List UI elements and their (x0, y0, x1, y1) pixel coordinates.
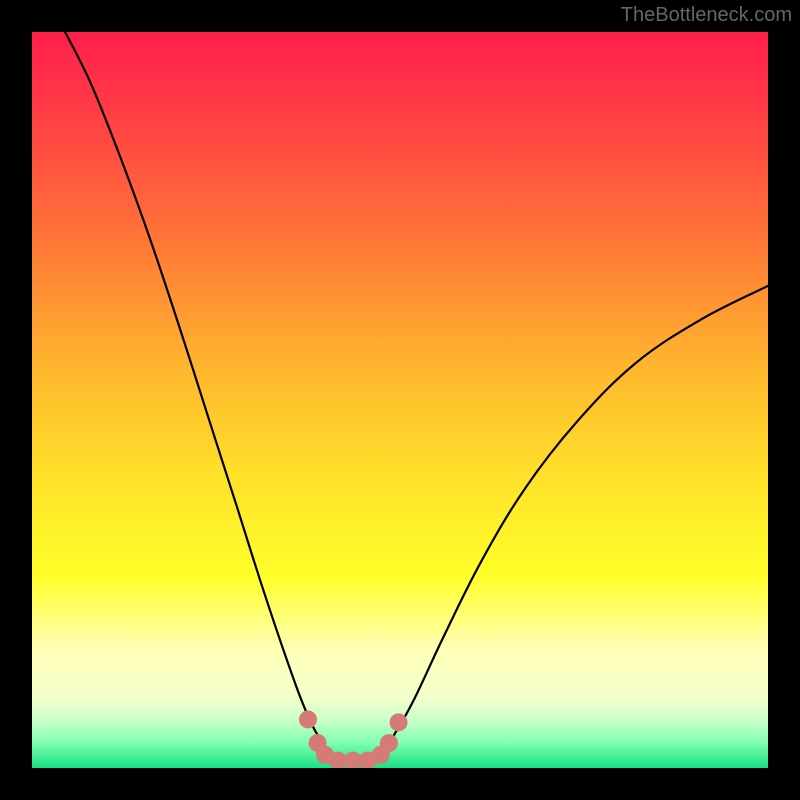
valley-marker (380, 734, 398, 752)
gradient-background (32, 32, 768, 768)
valley-marker (299, 710, 317, 728)
plot-area (32, 32, 768, 770)
valley-marker (390, 713, 408, 731)
watermark-text: TheBottleneck.com (621, 4, 792, 27)
bottleneck-chart (0, 0, 800, 800)
chart-stage: TheBottleneck.com (0, 0, 800, 800)
